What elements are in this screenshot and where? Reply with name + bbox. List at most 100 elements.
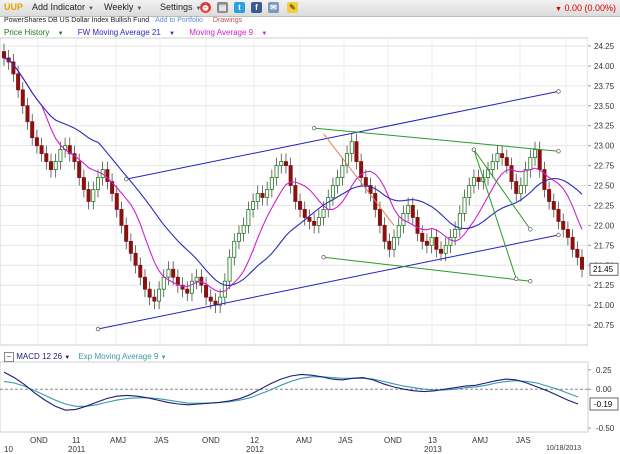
candle-body (171, 268, 176, 278)
chevron-down-icon: ▼ (64, 355, 71, 361)
candle-body (561, 221, 566, 230)
trendline-anchor (528, 227, 533, 232)
candle-body (533, 149, 538, 159)
ma21-line (3, 57, 583, 286)
candle-body (523, 169, 528, 186)
add-to-portfolio-link[interactable]: Add to Portfolio (155, 17, 203, 24)
price-tick-label: 21.25 (594, 281, 615, 290)
candle-body (415, 217, 420, 234)
time-axis-label: JAS (516, 436, 531, 445)
legend-ma9[interactable]: Moving Average 9 ▼ (189, 28, 273, 37)
macd-signal-line (3, 376, 579, 407)
print-icon[interactable]: ▤ (217, 2, 228, 13)
ma9-line (3, 57, 583, 293)
candle-body (500, 153, 505, 159)
settings-button[interactable]: Settings ▼ (160, 2, 201, 12)
candle-body (471, 177, 476, 186)
trendline-anchor (514, 276, 519, 281)
price-tick-label: 21.75 (594, 241, 615, 250)
time-axis-label: JAS (338, 436, 353, 445)
candle-body (547, 189, 552, 202)
ticker-symbol[interactable]: UUP (4, 2, 24, 12)
facebook-icon[interactable]: f (251, 2, 262, 13)
time-axis-label: 11 (72, 436, 81, 445)
candle-body (124, 224, 129, 242)
candle-body (330, 185, 335, 198)
alarm-icon[interactable]: ⏰ (200, 2, 211, 13)
chevron-down-icon: ▼ (195, 6, 202, 12)
legend-macd[interactable]: MACD 12 26 ▼ (16, 352, 70, 361)
candle-body (105, 169, 110, 182)
time-axis-label: 12 (250, 436, 259, 445)
last-macd-box (589, 397, 619, 411)
trendline-anchor (321, 255, 326, 260)
legend-ma21[interactable]: FW Moving Average 21 ▼ (78, 28, 181, 37)
candle-body (396, 224, 401, 238)
candle-body (16, 73, 21, 91)
candle-body (53, 161, 58, 170)
candle-body (410, 205, 415, 218)
price-tick-label: 23.75 (594, 82, 615, 91)
green-lower-trendline (323, 256, 531, 282)
candle-body (514, 181, 519, 194)
candle-body (537, 149, 542, 170)
legend-ema9[interactable]: Exp Moving Average 9 ▼ (78, 352, 166, 361)
legend-price-label: Price History (4, 28, 50, 37)
time-axis-label: 2012 (246, 445, 264, 454)
chevron-down-icon: ▼ (160, 355, 167, 361)
chevron-down-icon: ▼ (57, 31, 64, 37)
candle-body (189, 280, 194, 294)
price-legend: Price History ▼ FW Moving Average 21 ▼ M… (4, 28, 279, 37)
candle-body (218, 296, 223, 306)
candle-body (147, 288, 152, 298)
candle-body (387, 240, 392, 250)
time-axis-label: AMJ (110, 436, 126, 445)
price-change-value: 0.00 (0.00%) (564, 3, 616, 13)
candle-body (119, 209, 124, 226)
candle-body (542, 169, 547, 190)
email-icon[interactable]: ✉ (268, 2, 279, 13)
legend-ma21-label: FW Moving Average 21 (77, 28, 161, 37)
candle-body (335, 177, 340, 186)
candle-body (166, 268, 171, 278)
time-axis-label: OND (30, 436, 48, 445)
price-tick-label: 24.25 (594, 42, 615, 51)
macd-tick-label: 0.25 (596, 366, 612, 375)
interval-label: Weekly (104, 2, 134, 12)
note-icon[interactable]: ✎ (287, 2, 298, 13)
twitter-icon[interactable]: t (234, 2, 245, 13)
candle-body (128, 240, 133, 254)
candle-body (495, 153, 500, 162)
trendline-anchor (556, 89, 561, 94)
candle-body (20, 89, 25, 107)
add-indicator-button[interactable]: Add Indicator ▼ (32, 2, 94, 12)
candle-body (580, 256, 585, 270)
interval-select[interactable]: Weekly ▼ (104, 2, 142, 12)
chevron-down-icon: ▼ (169, 31, 175, 37)
candle-body (11, 61, 16, 75)
time-axis-label: 2013 (424, 445, 442, 454)
price-tick-label: 23.00 (594, 142, 615, 151)
candle-body (222, 280, 227, 298)
candle-body (298, 201, 303, 210)
candle-body (429, 236, 434, 246)
candle-body (453, 228, 458, 238)
candle-body (58, 149, 63, 162)
drawings-link[interactable]: Drawings (212, 17, 243, 24)
candle-body (25, 105, 30, 123)
candle-body (91, 189, 96, 202)
trendline-anchor (95, 326, 101, 332)
price-tick-label: 20.75 (594, 321, 615, 330)
candle-body (204, 284, 209, 298)
price-change: ▼ 0.00 (0.00%) (555, 3, 616, 13)
legend-price-history[interactable]: Price History ▼ (4, 28, 70, 37)
time-axis-label: 13 (428, 436, 437, 445)
candle-body (363, 177, 368, 186)
time-axis-label: 2011 (68, 445, 86, 454)
candle-body (265, 189, 270, 198)
candle-body (448, 236, 453, 246)
collapse-icon[interactable]: − (4, 352, 14, 362)
green-fast-trendline (473, 149, 531, 230)
chart-toolbar: UUP Add Indicator ▼ Weekly ▼ Settings ▼ ⏰ ▤… (0, 0, 620, 17)
